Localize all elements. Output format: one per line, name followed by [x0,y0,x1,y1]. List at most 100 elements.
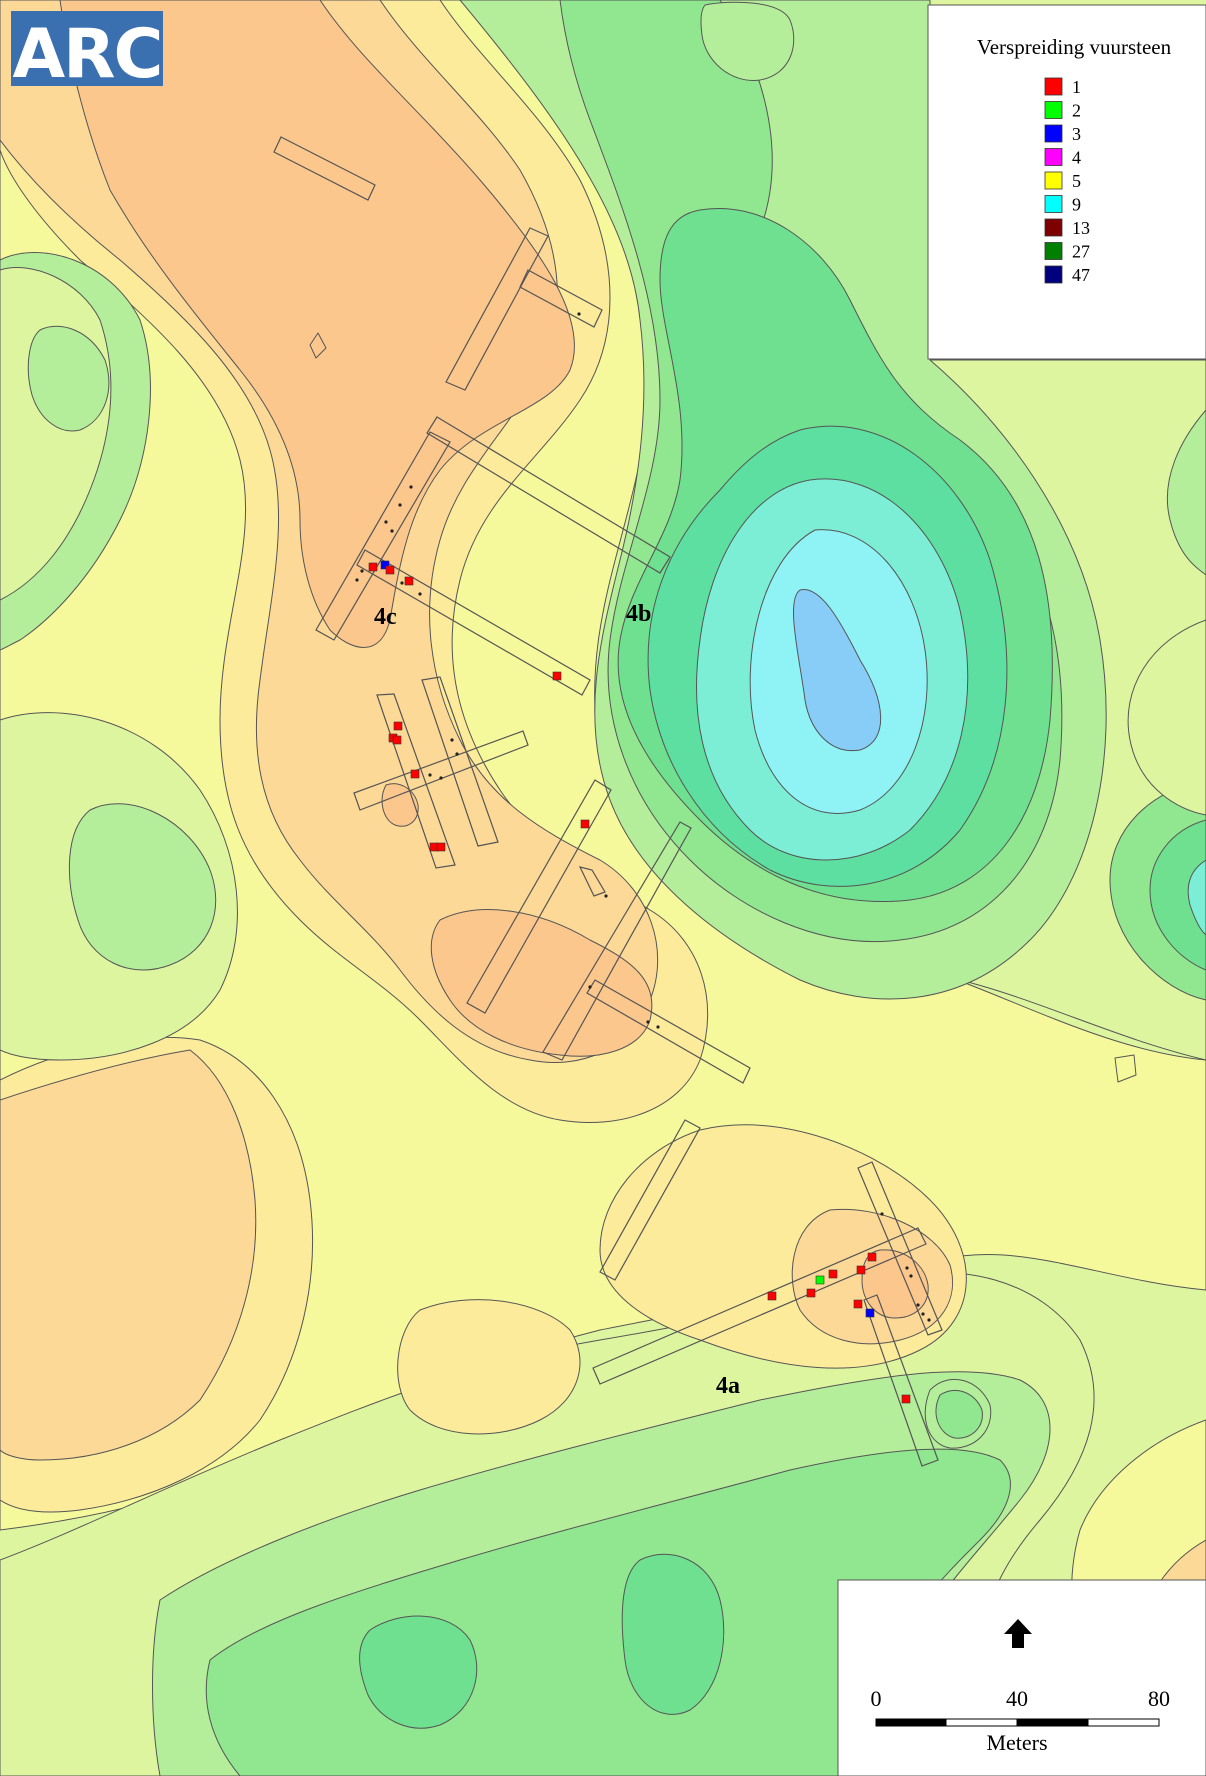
legend-swatch [1044,218,1063,237]
legend-label: 9 [1072,195,1081,215]
legend-label: 13 [1072,218,1090,238]
contour-orange-spot [381,783,419,827]
find-marker [856,1265,866,1275]
legend-label: 2 [1072,101,1081,121]
legend-swatch [1044,101,1063,119]
legend-swatch [1044,124,1063,143]
legend-swatch [1044,265,1063,284]
find-marker [867,1252,877,1262]
legend-label: 47 [1072,265,1090,285]
legend-swatch [1044,242,1063,260]
find-marker [385,565,395,575]
contour-orange-west [59,0,575,648]
legend: Verspreiding vuursteen 1 2 3 4 5 9 13 27 47 [927,4,1206,360]
trench [466,779,612,1014]
contour-green1-east-south-2 [935,1390,983,1439]
find-marker [767,1291,777,1301]
point-marker [355,578,359,582]
scale-segment [1016,1718,1089,1727]
find-marker [404,576,414,586]
north-arrow-icon [1004,1619,1032,1648]
contour-yellow-green-east-spot-2 [1114,1054,1137,1083]
find-marker [368,562,378,572]
legend-label: 4 [1072,148,1081,168]
scale-bar [875,1718,1160,1727]
contour-green-east-2 [1149,819,1206,971]
contour-orange-small [309,332,327,359]
site-label-4a: 4a [716,1373,740,1399]
point-marker [880,1212,884,1216]
contour-peach-south-ridge [430,909,653,1057]
point-marker [409,485,413,489]
trench [315,431,451,641]
trench [586,979,751,1084]
legend-title: Verspreiding vuursteen [977,35,1172,59]
point-marker [646,1020,650,1024]
find-marker [580,819,590,829]
point-marker [360,569,364,573]
scale-segment [1087,1718,1160,1727]
trench [353,730,529,811]
scale-box [837,1579,1206,1776]
scale-tick-80: 80 [1148,1686,1170,1711]
find-marker [392,735,402,745]
point-marker [656,1025,660,1029]
find-marker [828,1269,838,1279]
point-marker [588,985,592,989]
trench [599,1119,701,1281]
find-marker [901,1394,911,1404]
find-marker [393,721,403,731]
trench [421,676,499,847]
legend-label: 5 [1072,171,1081,191]
logo-text: ARC [13,15,162,94]
trench [426,416,671,574]
contour-aqua-east [1187,859,1206,936]
point-marker [927,1318,931,1322]
contour-green-west-2 [27,325,110,432]
trench [592,1227,927,1385]
scale-segment [945,1718,1018,1727]
finds-layer [368,560,911,1404]
scale-panel: 0 40 80 Meters [837,1579,1206,1776]
find-marker [380,560,390,570]
find-marker [410,769,420,779]
contour-green2-south-1 [359,1615,478,1729]
site-label-4b: 4b [626,601,651,627]
trench-layer [273,136,943,1467]
contour-yellow-4a-west [397,1299,581,1435]
scale-segment [875,1718,947,1727]
find-marker [865,1308,875,1318]
trench [578,866,606,897]
point-marker [418,592,422,596]
trench [542,821,692,1061]
point-marker [439,776,443,780]
trench [356,549,591,696]
trench [519,269,603,328]
contour-peach-sw [0,1049,257,1461]
find-marker [806,1288,816,1298]
trench [273,136,376,201]
legend-label: 1 [1072,77,1081,97]
scale-tick-40: 40 [1006,1686,1028,1711]
point-marker [384,520,388,524]
point-marker [604,894,608,898]
point-marker [916,1303,920,1307]
point-marker [921,1312,925,1316]
legend-swatch [1044,195,1063,213]
arc-logo: ARC [11,11,163,94]
find-marker [815,1275,825,1285]
point-marker [905,1266,909,1270]
legend-label: 27 [1072,242,1090,262]
point-marker [400,581,404,585]
contour-light-green-ne [1166,409,1206,576]
legend-swatch [1044,171,1063,190]
legend-swatch [1044,77,1063,96]
legend-box [927,4,1206,360]
scale-unit: Meters [986,1730,1047,1755]
contour-green-west-3 [68,803,217,971]
point-marker [577,312,581,316]
scale-tick-0: 0 [871,1686,882,1711]
legend-swatch [1044,148,1063,166]
